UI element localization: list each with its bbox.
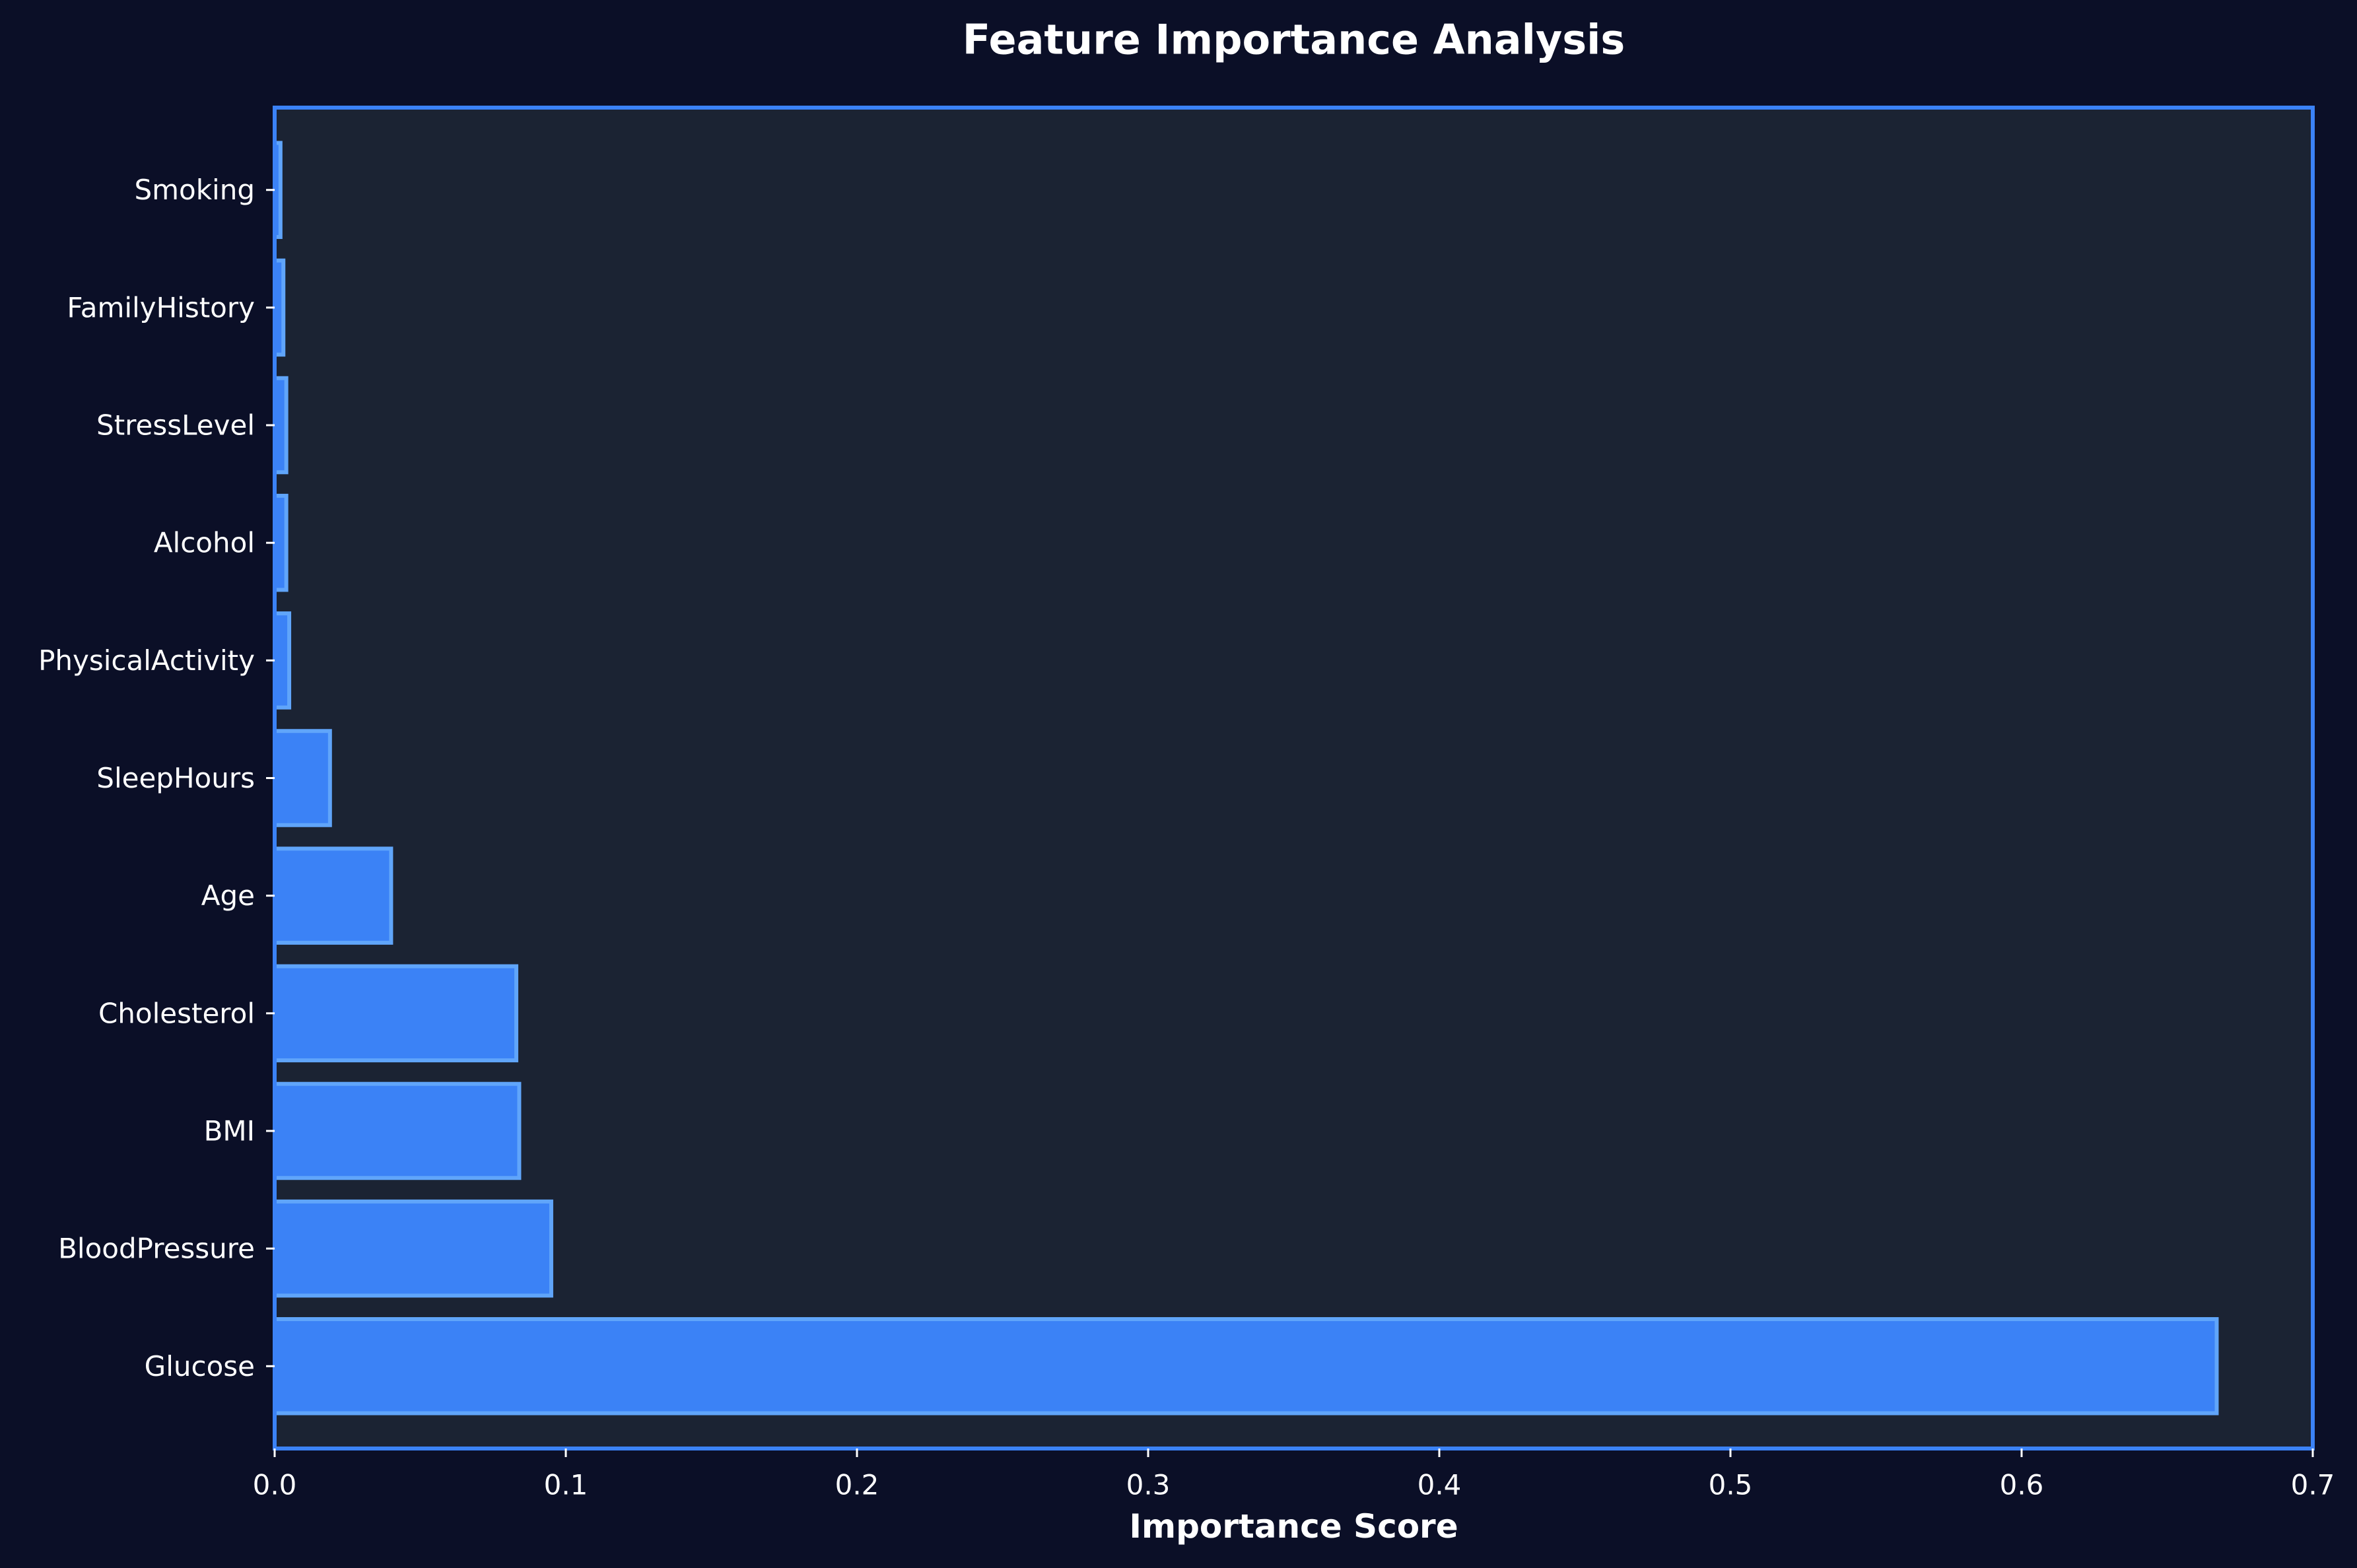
y-tick-label: SleepHours: [96, 762, 255, 794]
y-tick-label: FamilyHistory: [67, 291, 255, 324]
y-tick-label: BloodPressure: [58, 1233, 255, 1265]
y-tick-label: PhysicalActivity: [38, 644, 255, 677]
y-tick-label: Cholesterol: [98, 997, 255, 1029]
bar-sleephours: [273, 729, 332, 827]
y-tick-label: Glucose: [145, 1350, 255, 1382]
x-axis-label: Importance Score: [1129, 1507, 1458, 1546]
bar-glucose: [273, 1317, 2219, 1415]
x-axis: 0.0 0.1 0.2 0.3 0.4 0.5 0.6 0.7: [253, 1449, 2335, 1501]
x-tick-label: 0.6: [2000, 1469, 2044, 1501]
x-tick-label: 0.7: [2291, 1469, 2335, 1501]
plot-area: [275, 108, 2313, 1449]
x-tick-label: 0.3: [1126, 1469, 1171, 1501]
bar-bloodpressure: [273, 1199, 553, 1298]
bar-cholesterol: [273, 964, 519, 1063]
bar-bmi: [273, 1081, 522, 1180]
y-axis: Glucose BloodPressure BMI Cholesterol Age Sle…: [38, 174, 275, 1382]
y-tick-label: Smoking: [134, 174, 255, 206]
x-tick-label: 0.0: [253, 1469, 297, 1501]
y-tick-label: BMI: [204, 1114, 255, 1147]
x-tick-label: 0.1: [544, 1469, 588, 1501]
x-tick-label: 0.4: [1418, 1469, 1462, 1501]
x-tick-label: 0.2: [835, 1469, 879, 1501]
bar-physicalactivity: [273, 611, 292, 710]
bar-age: [273, 846, 393, 945]
y-tick-label: StressLevel: [96, 409, 255, 442]
x-tick-label: 0.5: [1709, 1469, 1753, 1501]
y-tick-label: Age: [201, 879, 255, 912]
bars-layer: [273, 141, 2219, 1415]
y-tick-label: Alcohol: [154, 527, 255, 559]
chart-title: Feature Importance Analysis: [963, 16, 1625, 64]
